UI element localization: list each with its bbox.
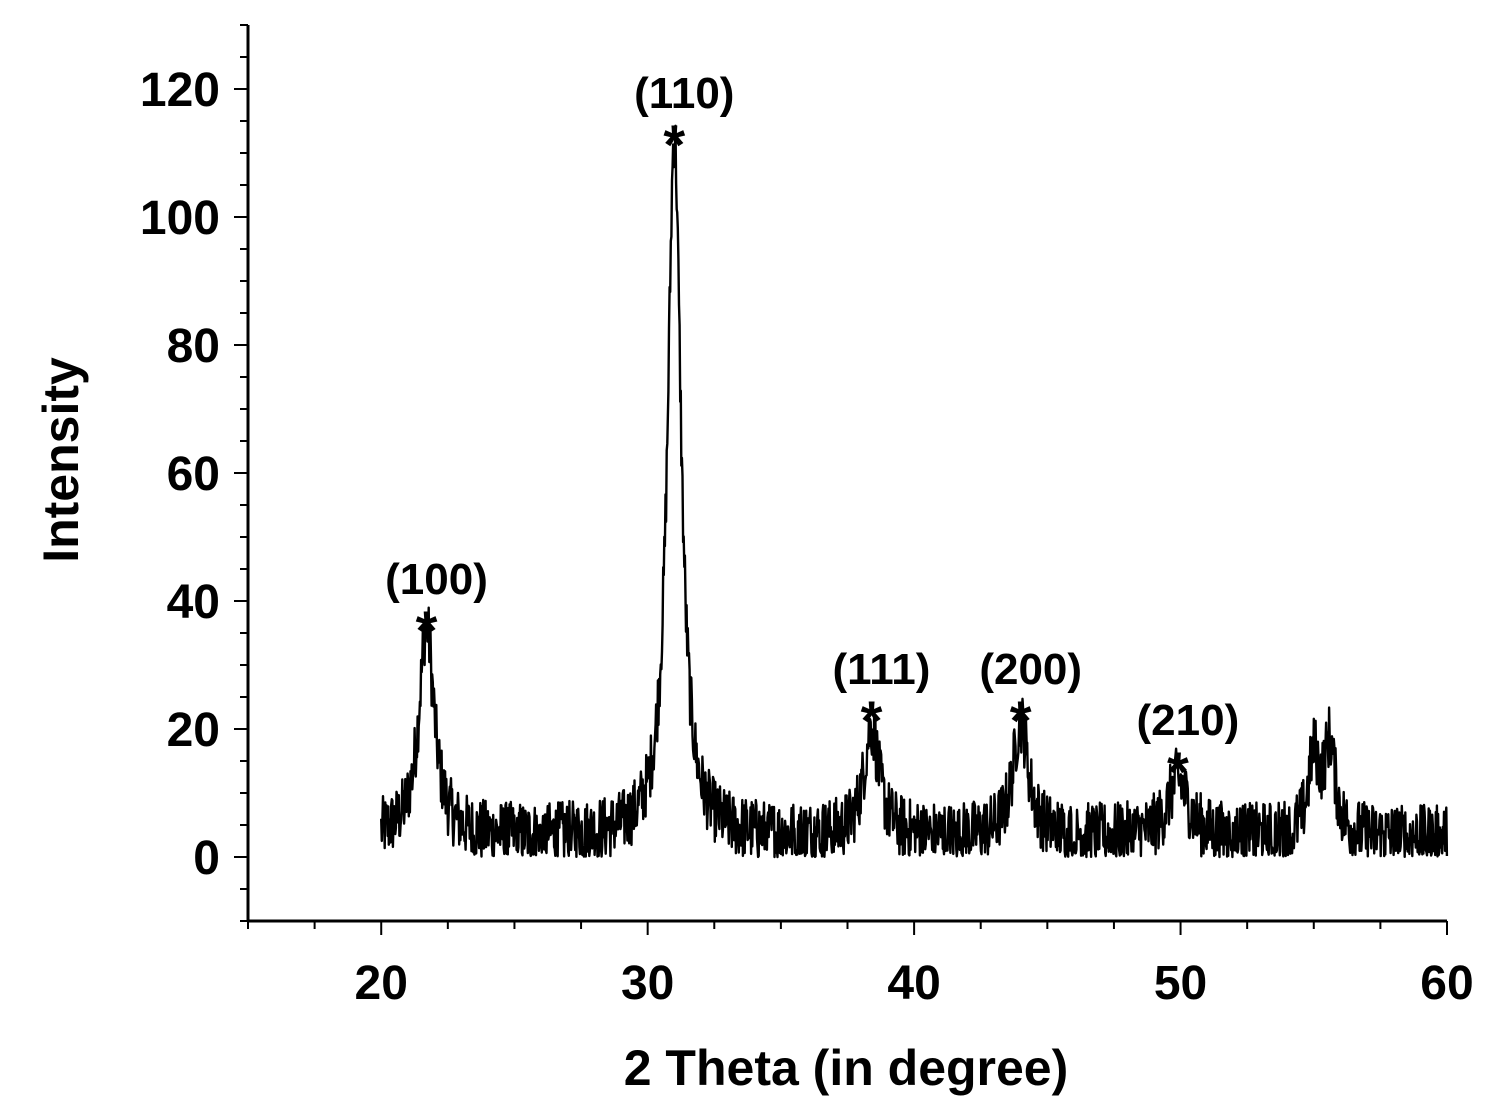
tick-layer: 20 30 40 50 60 0 20 40 60 80 100 120 [140,24,1474,1010]
peak-marker: * [1010,689,1032,752]
peak-label: (111) [833,645,931,694]
y-tick-label: 80 [167,320,220,373]
y-tick-label: 40 [167,576,220,629]
y-tick-label: 20 [167,704,220,757]
y-tick-label: 60 [167,448,220,501]
xrd-trace-line [380,124,1449,859]
peak-label: (100) [385,555,488,604]
annotation-layer: *(100)*(110)*(111)*(200)*(210) [385,69,1239,803]
y-tick-label: 100 [140,192,220,245]
x-tick-label: 40 [887,957,940,1010]
peak-label: (110) [634,69,734,118]
x-axis-title: 2 Theta (in degree) [624,1040,1069,1096]
peak-marker: * [1167,740,1189,803]
peak-marker: * [663,113,685,176]
peak-label: (210) [1137,696,1240,745]
peak-marker: * [416,599,438,662]
peak-marker: * [861,689,883,752]
x-tick-label: 60 [1420,957,1473,1010]
x-tick-label: 20 [355,957,408,1010]
axes-layer [246,25,1447,923]
y-axis-title: Intensity [33,357,89,563]
y-tick-label: 120 [140,64,220,117]
x-tick-label: 50 [1154,957,1207,1010]
x-tick-label: 30 [621,957,674,1010]
peak-label: (200) [979,645,1082,694]
y-tick-label: 0 [193,832,220,885]
trace-layer [380,124,1449,859]
